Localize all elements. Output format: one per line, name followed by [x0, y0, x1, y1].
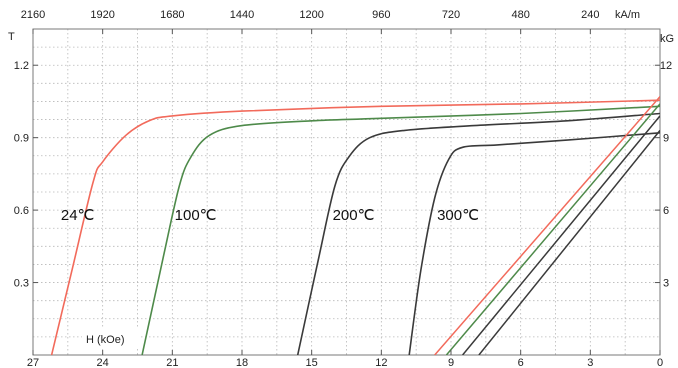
series-group: 24℃ 100℃ 200℃ 300℃: [50, 96, 660, 355]
normal-line-200c: [462, 115, 660, 355]
bottom-tick-label: 21: [166, 357, 178, 368]
left-axis-unit: T: [8, 31, 15, 43]
right-axis-unit: kG: [660, 33, 674, 45]
top-tick-label: 240: [581, 9, 599, 21]
bottom-tick-label: 0: [657, 357, 663, 368]
normal-line-100c: [445, 103, 660, 355]
intrinsic-curve-100c: [141, 105, 660, 355]
intrinsic-curve-300c: [408, 132, 660, 355]
normal-line-24c: [434, 96, 660, 355]
left-tick-label: 0.3: [14, 278, 29, 290]
bottom-tick-label: 6: [518, 357, 524, 368]
bottom-tick-label: 3: [587, 357, 593, 368]
left-tick-label: 0.6: [14, 205, 29, 217]
top-tick-label: 1440: [230, 9, 254, 21]
bottom-tick-label: 12: [375, 357, 387, 368]
x-axis-label: H (kOe): [86, 334, 125, 346]
right-tick-label: 9: [663, 133, 669, 145]
top-tick-label: 960: [372, 9, 390, 21]
right-tick-label: 3: [663, 278, 669, 290]
tick-labels: 27 24 21 18 15 12 9 6 3 0 2160 1920 1680 1440 1200 960 7…: [14, 9, 672, 368]
top-tick-label: 2160: [21, 9, 45, 21]
bottom-tick-label: 9: [448, 357, 454, 368]
top-tick-label: 480: [511, 9, 529, 21]
top-tick-label: 720: [442, 9, 460, 21]
top-tick-label: 1200: [299, 9, 323, 21]
top-tick-label: 1680: [160, 9, 184, 21]
top-axis-unit: kA/m: [615, 9, 640, 21]
series-label-300c: 300℃: [437, 207, 479, 224]
series-label-24c: 24℃: [61, 207, 95, 224]
bottom-tick-label: 27: [27, 357, 39, 368]
series-label-100c: 100℃: [175, 207, 217, 224]
series-label-200c: 200℃: [333, 207, 375, 224]
x-axis-label-background: [82, 329, 140, 347]
bottom-tick-label: 15: [306, 357, 318, 368]
top-tick-label: 1920: [90, 9, 114, 21]
bottom-tick-label: 18: [236, 357, 248, 368]
right-tick-label: 12: [660, 60, 672, 72]
normal-line-300c: [478, 129, 660, 355]
left-tick-label: 0.9: [14, 133, 29, 145]
bottom-tick-label: 24: [97, 357, 109, 368]
plot-frame: [32, 28, 661, 356]
intrinsic-curve-200c: [296, 112, 660, 355]
left-tick-label: 1.2: [14, 60, 29, 72]
right-tick-label: 6: [663, 205, 669, 217]
intrinsic-curve-24c: [50, 99, 660, 355]
